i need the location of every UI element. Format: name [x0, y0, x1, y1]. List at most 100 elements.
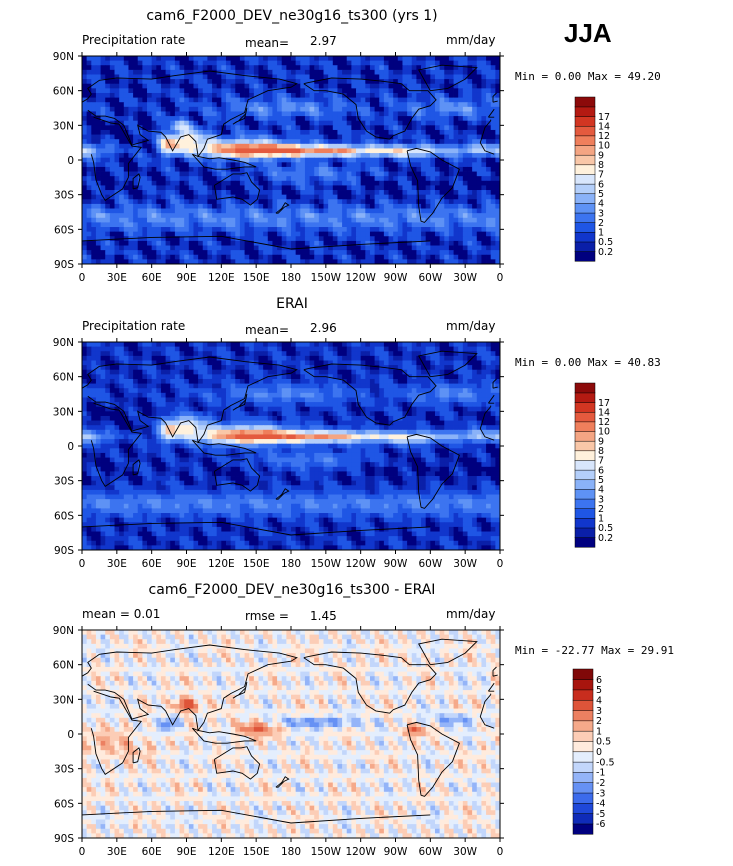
- heat-cell: [174, 176, 180, 182]
- heat-cell: [407, 346, 413, 352]
- heat-cell: [91, 65, 97, 71]
- heat-cell: [328, 227, 334, 233]
- heat-cell: [230, 60, 236, 66]
- heat-cell: [462, 74, 468, 80]
- heat-cell: [323, 153, 329, 159]
- heat-cell: [309, 208, 315, 214]
- heat-cell: [202, 250, 208, 256]
- heat-cell: [318, 213, 324, 219]
- heat-cell: [95, 106, 101, 112]
- heat-cell: [263, 378, 269, 384]
- heat-cell: [495, 250, 500, 256]
- heat-cell: [133, 120, 139, 126]
- heat-cell: [407, 176, 413, 182]
- heat-cell: [216, 129, 222, 135]
- heat-cell: [151, 106, 157, 112]
- heat-cell: [393, 180, 399, 186]
- heat-cell: [379, 346, 385, 352]
- heat-cell: [444, 374, 450, 380]
- heat-cell: [123, 60, 129, 66]
- heat-cell: [249, 236, 255, 242]
- heat-cell: [235, 120, 241, 126]
- heat-cell: [448, 203, 454, 209]
- heat-cell: [407, 139, 413, 145]
- heat-cell: [346, 125, 352, 131]
- heat-cell: [114, 162, 120, 168]
- heat-cell: [323, 342, 329, 348]
- heat-cell: [369, 111, 375, 117]
- heat-cell: [277, 65, 283, 71]
- heat-cell: [156, 217, 162, 223]
- heat-cell: [332, 254, 338, 260]
- heat-cell: [114, 171, 120, 177]
- heat-cell: [119, 203, 125, 209]
- heat-cell: [174, 240, 180, 246]
- heat-cell: [119, 217, 125, 223]
- heat-cell: [486, 190, 492, 196]
- heat-cell: [439, 97, 445, 103]
- heat-cell: [179, 342, 185, 348]
- heat-cell: [314, 56, 320, 62]
- heat-cell: [481, 69, 487, 75]
- heat-cell: [239, 69, 245, 75]
- heat-cell: [346, 378, 352, 384]
- heat-cell: [309, 166, 315, 172]
- heat-cell: [286, 120, 292, 126]
- heat-cell: [439, 254, 445, 260]
- heat-cell: [133, 79, 139, 85]
- heat-cell: [397, 153, 403, 159]
- heat-cell: [147, 227, 153, 233]
- heat-cell: [156, 378, 162, 384]
- heat-cell: [365, 203, 371, 209]
- heat-cell: [434, 355, 441, 361]
- heat-cell: [342, 79, 348, 85]
- heat-cell: [272, 208, 278, 214]
- heat-cell: [323, 250, 329, 256]
- coastline: [191, 153, 257, 170]
- heat-cell: [286, 166, 292, 172]
- heat-cell: [133, 171, 139, 177]
- heat-cell: [374, 111, 380, 117]
- heat-cell: [277, 378, 283, 384]
- heat-cell: [472, 120, 478, 126]
- heat-cell: [193, 208, 199, 214]
- heat-cell: [147, 153, 153, 159]
- heat-cell: [202, 143, 208, 149]
- heat-cell: [472, 102, 478, 108]
- heat-cell: [212, 102, 218, 108]
- heat-cell: [425, 111, 431, 117]
- heat-cell: [351, 203, 357, 209]
- heat-cell: [286, 56, 292, 62]
- heat-cell: [448, 92, 454, 98]
- heat-cell: [105, 60, 111, 66]
- x-tick-label: 30E: [107, 272, 127, 284]
- heat-cell: [179, 185, 185, 191]
- heat-cell: [342, 369, 348, 375]
- heat-cell: [109, 134, 115, 140]
- heat-cell: [323, 157, 329, 163]
- heat-cell: [402, 231, 408, 237]
- heat-cell: [314, 162, 320, 168]
- heat-cell: [421, 166, 427, 172]
- heat-cell: [179, 245, 185, 251]
- heat-cell: [444, 190, 450, 196]
- heat-cell: [249, 106, 255, 112]
- heat-cell: [490, 162, 496, 168]
- colorbar-label: 9: [598, 150, 604, 161]
- heat-cell: [416, 111, 422, 117]
- heat-cell: [119, 129, 125, 135]
- heat-cell: [346, 56, 352, 62]
- heat-cell: [486, 227, 492, 233]
- heat-cell: [323, 65, 329, 71]
- heat-cell: [356, 148, 362, 154]
- heat-cell: [100, 88, 106, 94]
- heat-cell: [337, 56, 343, 62]
- heat-cell: [439, 83, 445, 89]
- heat-cell: [133, 236, 139, 242]
- heat-cell: [453, 360, 459, 366]
- heat-cell: [374, 227, 380, 233]
- heat-cell: [430, 346, 436, 352]
- heat-cell: [170, 240, 176, 246]
- heat-cell: [337, 139, 343, 145]
- heat-cell: [458, 360, 464, 366]
